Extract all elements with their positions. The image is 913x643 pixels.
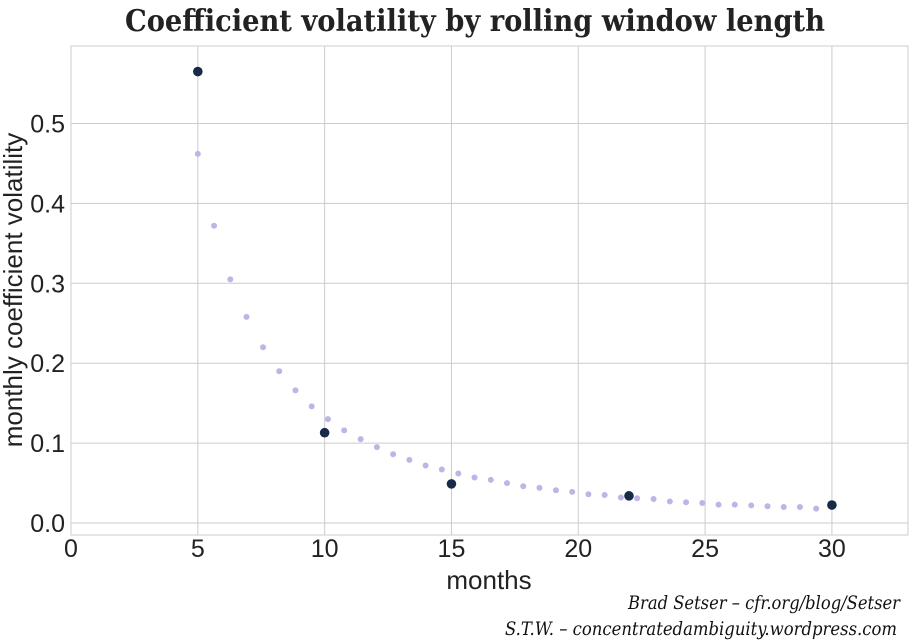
dark-data-point bbox=[319, 427, 330, 438]
light-data-point bbox=[699, 500, 706, 507]
light-data-point bbox=[585, 491, 592, 498]
dark-data-point bbox=[446, 479, 457, 489]
dark-data-point bbox=[193, 66, 203, 77]
light-data-point bbox=[569, 488, 576, 495]
light-data-point bbox=[780, 504, 787, 511]
light-data-point bbox=[341, 427, 348, 434]
light-data-point bbox=[243, 313, 250, 320]
light-data-point bbox=[438, 466, 445, 473]
y-tick-label: 0.5 bbox=[30, 111, 65, 139]
y-tick-label: 0.0 bbox=[30, 510, 65, 538]
y-axis-label: monthly coefficient volatility bbox=[0, 133, 28, 448]
light-data-point bbox=[422, 462, 429, 469]
light-data-point bbox=[227, 276, 234, 283]
x-axis-ticks: 0 5 10 15 20 25 30 bbox=[64, 535, 846, 563]
light-data-point bbox=[813, 505, 820, 512]
y-tick-label: 0.2 bbox=[30, 350, 65, 378]
dark-data-point bbox=[624, 491, 634, 501]
light-data-point bbox=[390, 451, 397, 458]
light-data-point bbox=[487, 476, 494, 483]
x-tick-label: 30 bbox=[818, 535, 846, 563]
light-data-point bbox=[357, 436, 364, 443]
light-data-point bbox=[666, 498, 673, 505]
light-data-point bbox=[650, 496, 657, 503]
light-data-point bbox=[373, 444, 380, 451]
x-tick-label: 0 bbox=[64, 535, 78, 563]
light-data-point bbox=[504, 480, 511, 487]
x-axis-label: months bbox=[446, 565, 531, 595]
light-data-point bbox=[715, 501, 722, 508]
y-axis-ticks: 0.0 0.1 0.2 0.3 0.4 0.5 bbox=[30, 111, 65, 539]
x-tick-label: 15 bbox=[438, 535, 466, 563]
light-data-point bbox=[211, 222, 218, 229]
light-data-point bbox=[520, 483, 527, 490]
light-data-point bbox=[324, 416, 331, 423]
light-data-point bbox=[471, 474, 478, 481]
light-data-point bbox=[601, 492, 608, 499]
y-tick-label: 0.1 bbox=[30, 430, 65, 458]
x-tick-label: 25 bbox=[691, 535, 719, 563]
light-data-point bbox=[308, 403, 315, 410]
chart-title: Coefficient volatility by rolling window… bbox=[125, 4, 825, 39]
light-data-point bbox=[764, 503, 771, 510]
grid bbox=[70, 46, 908, 535]
light-data-point bbox=[748, 502, 755, 509]
light-data-point bbox=[552, 487, 559, 494]
x-tick-label: 10 bbox=[311, 535, 339, 563]
light-data-point bbox=[406, 456, 413, 463]
light-data-point bbox=[536, 484, 543, 491]
light-data-point bbox=[796, 504, 803, 511]
credit-line-2: S.T.W. – concentratedambiguity.wordpress… bbox=[505, 618, 897, 640]
dark-data-point bbox=[827, 500, 837, 510]
light-data-point bbox=[276, 368, 283, 375]
y-tick-label: 0.3 bbox=[30, 270, 65, 298]
y-tick-label: 0.4 bbox=[30, 190, 65, 218]
credit-line-1: Brad Setser – cfr.org/blog/Setser bbox=[627, 592, 902, 614]
light-data-point bbox=[731, 501, 738, 508]
light-data-point bbox=[617, 494, 624, 501]
light-data-point bbox=[634, 495, 641, 502]
x-tick-label: 5 bbox=[191, 535, 205, 563]
light-data-point bbox=[292, 387, 299, 394]
data-points bbox=[193, 66, 837, 512]
light-data-point bbox=[260, 344, 267, 351]
x-tick-label: 20 bbox=[564, 535, 592, 563]
light-data-point bbox=[455, 470, 462, 477]
light-data-point bbox=[194, 150, 201, 157]
plot-frame bbox=[70, 45, 909, 536]
light-data-point bbox=[683, 499, 690, 506]
